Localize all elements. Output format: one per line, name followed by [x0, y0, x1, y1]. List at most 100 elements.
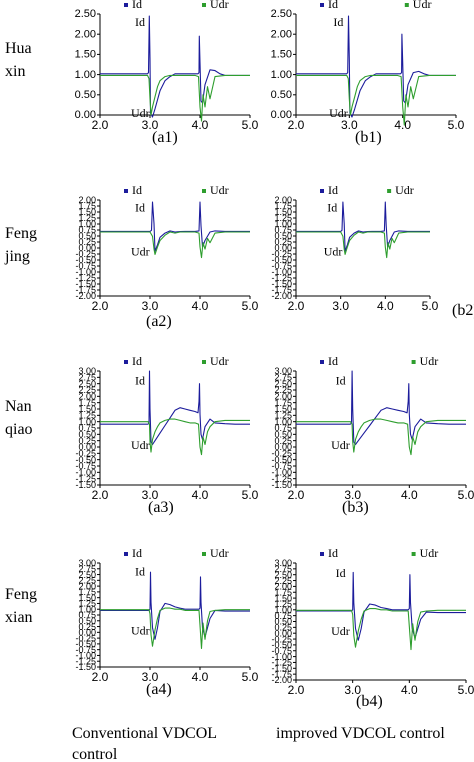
annotation-id: Id: [336, 374, 346, 388]
x-tick-label: 5.0: [422, 299, 439, 313]
y-tick-label: -1.50: [75, 480, 96, 490]
y-tick-label: 0.25: [274, 623, 292, 633]
series-line-id: [100, 571, 250, 640]
y-tick-label: -1.00: [271, 468, 292, 478]
series-line-udr: [100, 607, 250, 650]
legend-label-udr: Udr: [210, 354, 229, 368]
row-label-line1: Feng: [5, 225, 37, 242]
y-tick-label: 1.50: [271, 49, 292, 61]
x-tick-label: 2.0: [92, 670, 109, 684]
y-tick-label: -2.00: [271, 291, 292, 301]
y-tick-label: 2.00: [78, 581, 96, 591]
annotation-udr: Udr: [131, 438, 150, 452]
series-line-udr: [296, 231, 430, 259]
y-tick-label: 1.50: [274, 404, 292, 414]
x-tick-label: 2.0: [288, 118, 305, 132]
caption-left-line2: control: [72, 746, 118, 762]
y-tick-label: -1.25: [271, 273, 292, 283]
y-tick-label: 2.50: [274, 570, 292, 580]
row-label-line2: xian: [5, 609, 33, 626]
y-tick-label: 0.50: [274, 617, 292, 627]
row-label-line1: Feng: [5, 586, 37, 603]
legend-swatch-id: [124, 3, 128, 7]
y-tick-label: 1.50: [75, 49, 96, 61]
x-tick-label: 4.0: [401, 683, 418, 697]
annotation-id: Id: [327, 201, 337, 215]
y-tick-label: 2.75: [274, 564, 292, 574]
y-tick-label: 0.25: [274, 436, 292, 446]
caption-right: improved VDCOL control: [276, 725, 445, 742]
y-tick-label: 1.00: [274, 219, 292, 229]
y-tick-label: 1.25: [78, 213, 96, 223]
x-tick-label: 5.0: [242, 670, 259, 684]
annotation-id: Id: [135, 201, 145, 215]
y-tick-label: 1.25: [78, 599, 96, 609]
y-tick-label: 1.25: [274, 599, 292, 609]
y-tick-label: -0.75: [271, 461, 292, 471]
y-tick-label: -1.50: [75, 279, 96, 289]
x-tick-label: 2.0: [288, 683, 305, 697]
y-tick-label: 0.50: [274, 430, 292, 440]
y-tick-label: 3.00: [78, 366, 96, 376]
x-tick-label: 4.0: [192, 299, 209, 313]
x-tick-label: 5.0: [458, 683, 474, 697]
y-tick-label: -1.50: [271, 664, 292, 674]
chart-panel-a1: 0.00 0.50 1.00 1.50 2.00 2.50 2.0 3.0 4.0 5.0 Id Ud…: [75, 0, 259, 146]
y-tick-label: -1.25: [75, 273, 96, 283]
y-tick-label: 1.75: [78, 398, 96, 408]
y-tick-label: -0.25: [75, 449, 96, 459]
y-tick-label: 0.00: [75, 109, 96, 121]
y-tick-label: 0.75: [78, 610, 96, 620]
y-tick-label: 1.75: [78, 201, 96, 211]
y-tick-label: -1.50: [271, 480, 292, 490]
y-tick-label: 2.00: [274, 392, 292, 402]
y-tick-label: 0.50: [271, 89, 292, 101]
x-tick-label: 4.0: [377, 299, 394, 313]
annotation-udr: Udr: [331, 624, 350, 638]
y-tick-label: 1.75: [274, 587, 292, 597]
y-tick-label: 1.25: [78, 411, 96, 421]
y-tick-label: -1.00: [75, 651, 96, 661]
y-tick-label: 3.00: [78, 558, 96, 568]
y-tick-label: -0.75: [271, 646, 292, 656]
x-tick-label: 2.0: [92, 118, 109, 132]
x-tick-label: 4.0: [192, 488, 209, 502]
y-tick-label: -1.00: [271, 652, 292, 662]
y-tick-label: -0.25: [75, 249, 96, 259]
row-label-line2: qiao: [5, 421, 33, 438]
x-tick-label: 5.0: [242, 118, 259, 132]
y-tick-label: 1.25: [274, 411, 292, 421]
y-tick-label: -0.25: [75, 633, 96, 643]
x-tick-label: 3.0: [344, 488, 361, 502]
x-tick-label: 3.0: [142, 118, 159, 132]
y-tick-label: -0.25: [271, 249, 292, 259]
legend-label-udr: Udr: [210, 546, 229, 560]
y-tick-label: 0.00: [274, 442, 292, 452]
series-line-udr: [296, 608, 466, 651]
series-line-id: [100, 15, 250, 118]
annotation-udr: Udr: [131, 623, 150, 637]
y-tick-label: 0.50: [78, 231, 96, 241]
series-line-id: [100, 370, 250, 446]
x-tick-label: 3.0: [142, 488, 159, 502]
y-tick-label: -0.75: [271, 261, 292, 271]
annotation-udr: Udr: [331, 438, 350, 452]
y-tick-label: 0.50: [75, 89, 96, 101]
y-tick-label: -0.75: [75, 261, 96, 271]
chart-panel-b1: 0.00 0.50 1.00 1.50 2.00 2.50 2.0 3.0 4.0 5.0 Id Ud…: [271, 0, 465, 146]
y-tick-label: 0.50: [78, 616, 96, 626]
chart-panel-a3: -1.50-1.25-1.00-0.75-0.50-0.250.000.250.…: [75, 354, 258, 516]
series-line-udr: [296, 74, 456, 126]
legend-label-udr: Udr: [420, 546, 439, 560]
legend-label-udr: Udr: [210, 183, 229, 197]
legend-swatch-udr: [202, 3, 206, 7]
legend-label-id: Id: [132, 354, 142, 368]
caption-left: Conventional VDCOL: [72, 725, 217, 742]
x-tick-label: 2.0: [92, 488, 109, 502]
panel-label: (b1): [355, 129, 382, 146]
legend-label-id: Id: [132, 0, 142, 11]
y-tick-label: 2.25: [274, 385, 292, 395]
column-captions: Conventional VDCOL control improved VDCOL …: [72, 725, 445, 762]
y-tick-label: 2.00: [271, 28, 292, 40]
